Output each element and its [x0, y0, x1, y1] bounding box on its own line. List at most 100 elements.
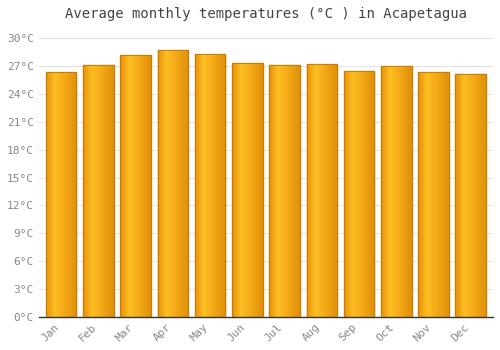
- Bar: [127, 55, 128, 317]
- Bar: [354, 71, 355, 317]
- Bar: [401, 66, 402, 317]
- Bar: [422, 72, 423, 317]
- Bar: [431, 72, 432, 317]
- Bar: [314, 64, 315, 317]
- Bar: [364, 71, 365, 317]
- Bar: [365, 71, 366, 317]
- Bar: [236, 63, 238, 317]
- Bar: [479, 74, 480, 317]
- Bar: [49, 72, 50, 317]
- Bar: [271, 65, 272, 317]
- Bar: [221, 54, 222, 317]
- Bar: [124, 55, 125, 317]
- Bar: [242, 63, 244, 317]
- Bar: [468, 74, 469, 317]
- Bar: [382, 66, 384, 317]
- Bar: [473, 74, 474, 317]
- Bar: [66, 72, 68, 317]
- Bar: [290, 65, 292, 317]
- Bar: [210, 54, 211, 317]
- Bar: [200, 54, 201, 317]
- Bar: [137, 55, 138, 317]
- Bar: [196, 54, 197, 317]
- Bar: [128, 55, 130, 317]
- Bar: [308, 64, 309, 317]
- Bar: [315, 64, 316, 317]
- Bar: [249, 63, 250, 317]
- Bar: [270, 65, 300, 317]
- Bar: [160, 50, 162, 317]
- Bar: [346, 71, 347, 317]
- Bar: [261, 63, 262, 317]
- Bar: [134, 55, 135, 317]
- Bar: [336, 64, 337, 317]
- Bar: [289, 65, 290, 317]
- Bar: [272, 65, 273, 317]
- Bar: [162, 50, 163, 317]
- Bar: [125, 55, 126, 317]
- Bar: [168, 50, 169, 317]
- Bar: [296, 65, 297, 317]
- Bar: [482, 74, 483, 317]
- Bar: [368, 71, 369, 317]
- Bar: [87, 65, 88, 317]
- Bar: [255, 63, 256, 317]
- Bar: [409, 66, 410, 317]
- Bar: [398, 66, 400, 317]
- Bar: [480, 74, 482, 317]
- Bar: [92, 65, 93, 317]
- Bar: [444, 72, 445, 317]
- Bar: [355, 71, 356, 317]
- Bar: [148, 55, 150, 317]
- Bar: [182, 50, 183, 317]
- Bar: [175, 50, 176, 317]
- Bar: [158, 50, 159, 317]
- Bar: [233, 63, 234, 317]
- Bar: [371, 71, 372, 317]
- Bar: [317, 64, 318, 317]
- Bar: [373, 71, 374, 317]
- Bar: [110, 65, 112, 317]
- Bar: [206, 54, 207, 317]
- Bar: [419, 72, 420, 317]
- Bar: [434, 72, 435, 317]
- Bar: [52, 72, 54, 317]
- Bar: [282, 65, 283, 317]
- Bar: [69, 72, 70, 317]
- Bar: [112, 65, 113, 317]
- Bar: [483, 74, 484, 317]
- Bar: [274, 65, 276, 317]
- Bar: [172, 50, 173, 317]
- Bar: [474, 74, 476, 317]
- Bar: [105, 65, 106, 317]
- Bar: [178, 50, 179, 317]
- Bar: [322, 64, 324, 317]
- Bar: [335, 64, 336, 317]
- Bar: [387, 66, 388, 317]
- Bar: [58, 72, 59, 317]
- Bar: [461, 74, 462, 317]
- Bar: [478, 74, 479, 317]
- Bar: [232, 63, 262, 317]
- Bar: [213, 54, 214, 317]
- Bar: [469, 74, 470, 317]
- Bar: [122, 55, 124, 317]
- Bar: [385, 66, 386, 317]
- Bar: [239, 63, 240, 317]
- Bar: [410, 66, 411, 317]
- Bar: [211, 54, 212, 317]
- Bar: [106, 65, 107, 317]
- Bar: [240, 63, 241, 317]
- Bar: [334, 64, 335, 317]
- Bar: [197, 54, 198, 317]
- Bar: [202, 54, 203, 317]
- Bar: [173, 50, 174, 317]
- Bar: [440, 72, 441, 317]
- Bar: [232, 63, 233, 317]
- Bar: [98, 65, 99, 317]
- Bar: [356, 71, 358, 317]
- Bar: [70, 72, 71, 317]
- Bar: [120, 55, 151, 317]
- Bar: [312, 64, 314, 317]
- Bar: [390, 66, 391, 317]
